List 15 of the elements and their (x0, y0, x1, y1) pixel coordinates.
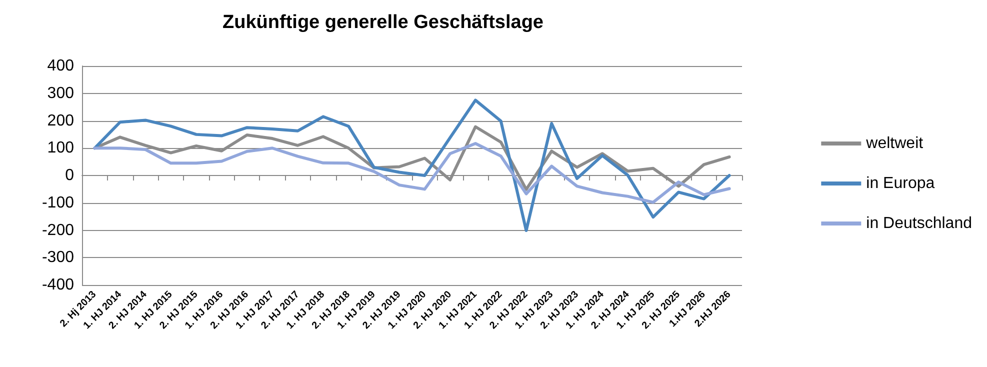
chart-title: Zukünftige generelle Geschäftslage (222, 12, 544, 33)
y-tick-label: 100 (47, 140, 74, 157)
line-series (93, 142, 731, 204)
legend-label: in Europa (866, 175, 935, 192)
legend-label: in Deutschland (866, 215, 972, 232)
legend-label: weltweit (865, 135, 924, 152)
line-series (93, 98, 731, 232)
y-tick-label: 200 (47, 112, 74, 130)
y-tick-label: -300 (42, 249, 74, 266)
y-tick-label: 300 (47, 84, 74, 102)
y-tick-label: -200 (42, 222, 74, 239)
y-tick-label: -100 (42, 194, 74, 212)
y-tick-label: -400 (42, 276, 74, 294)
y-tick-label: 400 (47, 58, 74, 74)
y-tick-label: 0 (65, 167, 74, 184)
